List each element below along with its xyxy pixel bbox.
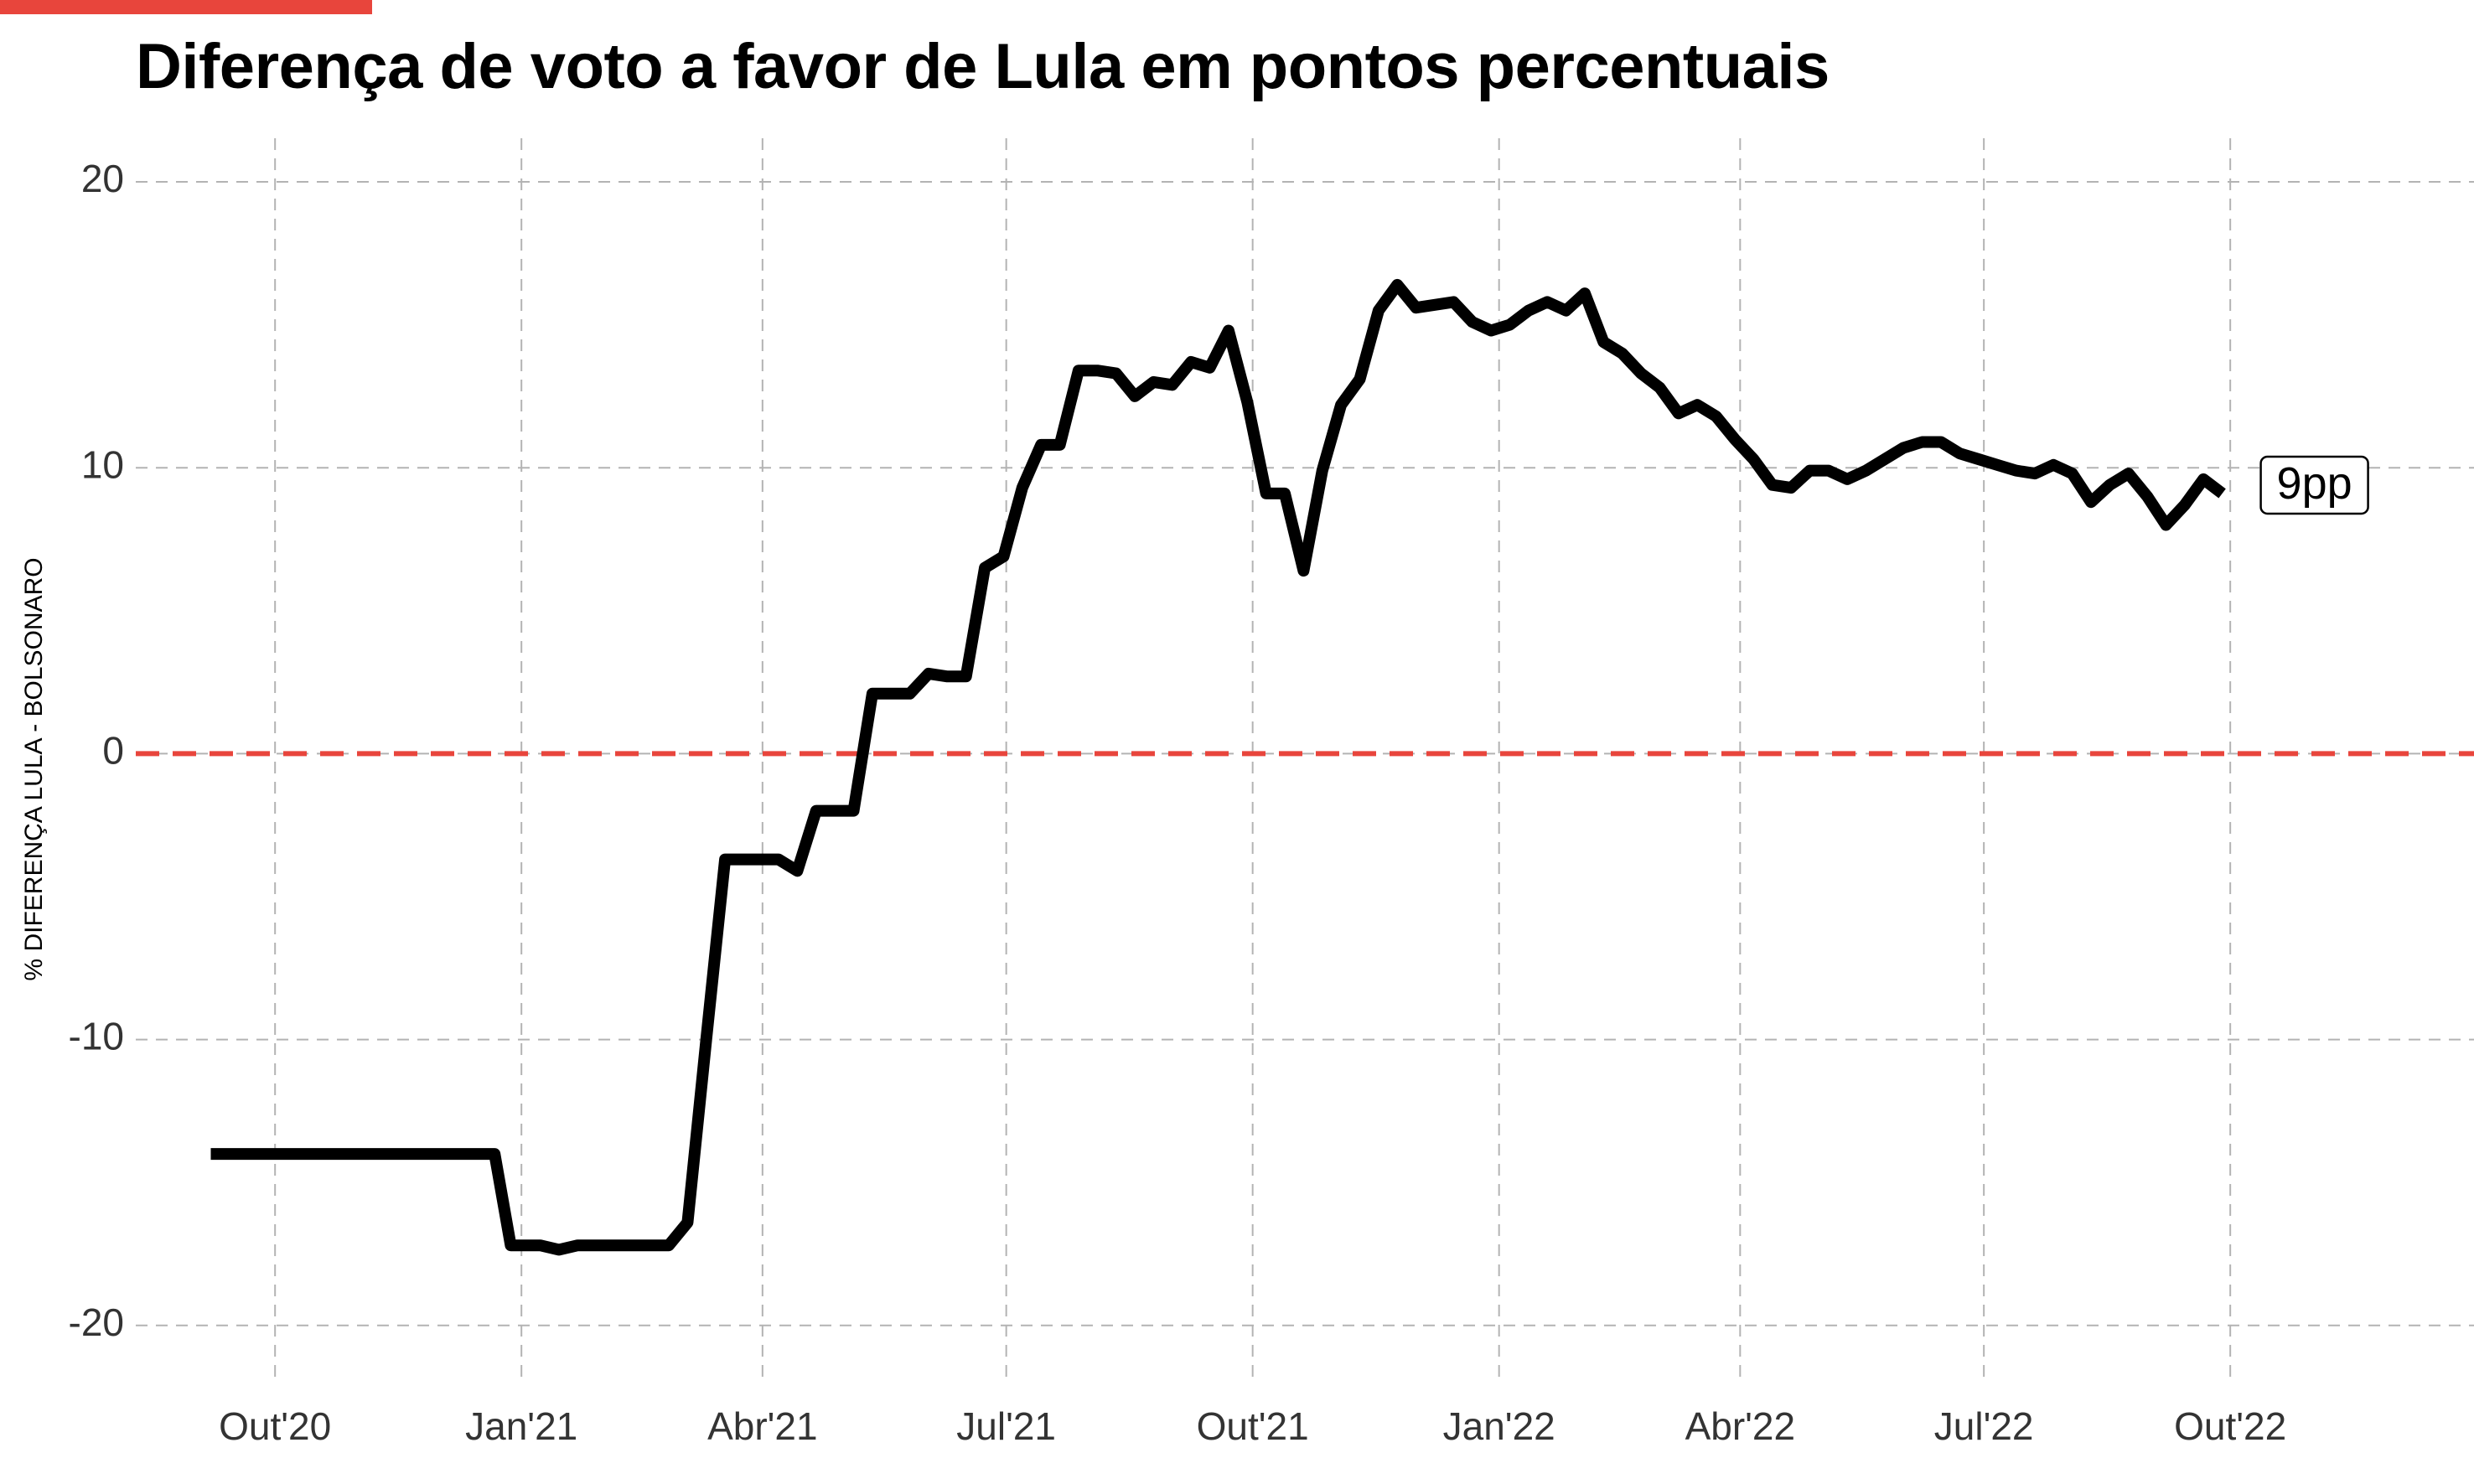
end-value-label-box (2259, 455, 2369, 515)
x-tick-label: Jul'22 (1934, 1404, 2034, 1448)
chart-title: Diferença de voto a favor de Lula em pon… (136, 31, 1830, 102)
end-value-label: 9pp (2259, 455, 2369, 515)
y-tick-label: 20 (81, 157, 124, 200)
grid-lines (136, 138, 2474, 1383)
x-tick-label: Jan'22 (1443, 1404, 1555, 1448)
x-axis-tick-labels: Out'20 Jan'21 Abr'21 Jul'21 Out'21 Jan'22 Abr'… (219, 1404, 2286, 1448)
x-tick-label: Abr'21 (707, 1404, 818, 1448)
series-layer (210, 278, 2226, 1256)
x-tick-label: Out'20 (219, 1404, 331, 1448)
accent-bar (0, 0, 372, 14)
x-tick-label: Jul'21 (956, 1404, 1056, 1448)
y-axis-title: % DIFERENÇA LULA - BOLSONARO (20, 557, 48, 980)
y-tick-label: -20 (69, 1300, 124, 1344)
x-tick-label: Abr'22 (1685, 1404, 1796, 1448)
x-tick-label: Out'22 (2174, 1404, 2286, 1448)
y-tick-label: -10 (69, 1015, 124, 1058)
series-line (210, 278, 2226, 1256)
y-tick-label: 0 (102, 729, 124, 773)
y-axis-tick-labels: 20 10 0 -10 -20 (69, 157, 124, 1344)
x-tick-label: Out'21 (1197, 1404, 1309, 1448)
end-value-label-text: 9pp (2277, 458, 2352, 509)
x-tick-label: Jan'21 (465, 1404, 577, 1448)
y-tick-label: 10 (81, 442, 124, 486)
